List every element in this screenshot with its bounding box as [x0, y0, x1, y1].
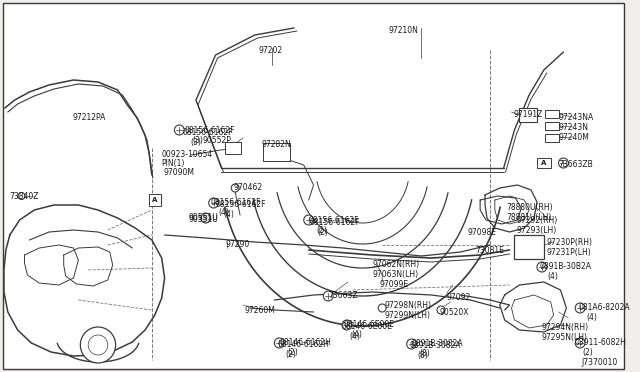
Text: 081A6-8202A: 081A6-8202A [578, 303, 630, 312]
Text: (3): (3) [192, 136, 203, 145]
Text: 97295N(LH): 97295N(LH) [542, 333, 588, 342]
Circle shape [231, 184, 239, 192]
Text: 90551U: 90551U [188, 213, 218, 222]
Circle shape [537, 262, 547, 272]
Text: (8): (8) [419, 349, 430, 358]
Bar [519, 108, 537, 122]
Text: 08156-6162F: 08156-6162F [216, 200, 266, 209]
Text: 08146-6E00E: 08146-6E00E [344, 320, 395, 329]
Text: 97282N: 97282N [262, 140, 291, 149]
Circle shape [304, 215, 314, 225]
Text: (4): (4) [586, 313, 597, 322]
Text: 97292(RH): 97292(RH) [516, 216, 557, 225]
Text: 97290: 97290 [225, 240, 250, 249]
Circle shape [175, 125, 184, 135]
Text: 78880U(RH): 78880U(RH) [507, 203, 553, 212]
Circle shape [209, 198, 218, 208]
Text: 73081E: 73081E [476, 246, 504, 255]
Text: 73663ZB: 73663ZB [559, 160, 593, 169]
Bar [545, 134, 559, 142]
Text: 97191Z: 97191Z [513, 110, 543, 119]
Bar [537, 158, 550, 168]
Text: 97202: 97202 [259, 46, 283, 55]
Bar [149, 194, 161, 206]
Text: 0891B-30B2A: 0891B-30B2A [540, 262, 592, 271]
Text: A: A [152, 197, 157, 203]
Text: 08146-6162H: 08146-6162H [277, 340, 329, 349]
Text: 970462: 970462 [233, 183, 262, 192]
Text: A: A [541, 160, 547, 166]
Text: 97098E: 97098E [467, 228, 497, 237]
Text: 97210N: 97210N [388, 26, 418, 35]
Circle shape [575, 338, 585, 348]
Text: (2): (2) [285, 350, 296, 359]
Text: 97231P(LH): 97231P(LH) [547, 248, 591, 257]
Text: (2): (2) [317, 226, 327, 235]
Bar [515, 235, 544, 259]
Text: (8): (8) [417, 351, 428, 360]
Text: (4): (4) [218, 208, 229, 217]
Text: 0891B-3082A: 0891B-3082A [412, 339, 463, 348]
Text: 97090M: 97090M [164, 168, 195, 177]
Text: 97092: 97092 [447, 293, 471, 302]
Text: 97298N(RH): 97298N(RH) [384, 301, 431, 310]
Text: 08156-6162F: 08156-6162F [211, 198, 261, 207]
Text: 97299N(LH): 97299N(LH) [384, 311, 430, 320]
Text: 03911-6082H: 03911-6082H [574, 338, 626, 347]
Text: 97243N: 97243N [559, 123, 589, 132]
Text: 97099E: 97099E [380, 280, 408, 289]
Circle shape [559, 158, 568, 168]
Circle shape [88, 335, 108, 355]
Text: 97294N(RH): 97294N(RH) [542, 323, 589, 332]
Circle shape [575, 303, 585, 313]
Text: J7370010: J7370010 [581, 358, 618, 367]
Circle shape [406, 339, 417, 349]
Text: (2): (2) [287, 348, 298, 357]
Circle shape [378, 304, 386, 312]
Text: 08146-6E00E: 08146-6E00E [342, 322, 393, 331]
Circle shape [201, 213, 211, 223]
Text: 97230P(RH): 97230P(RH) [547, 238, 593, 247]
Text: PIN(1): PIN(1) [162, 159, 185, 168]
Bar [262, 143, 290, 161]
Text: 73840Z: 73840Z [10, 192, 39, 201]
Text: 78881U(LH): 78881U(LH) [507, 213, 552, 222]
Text: 90520X: 90520X [440, 308, 470, 317]
Text: 97240M: 97240M [559, 133, 589, 142]
Text: 90552P: 90552P [203, 136, 232, 145]
Text: (3): (3) [190, 138, 201, 147]
Circle shape [275, 338, 284, 348]
Text: 97260M: 97260M [245, 306, 276, 315]
Text: (4): (4) [350, 332, 361, 341]
Circle shape [18, 192, 25, 199]
Bar [545, 110, 559, 118]
Text: (4): (4) [548, 272, 559, 281]
Text: 73663Z: 73663Z [328, 291, 358, 300]
Text: 0891B-3082A: 0891B-3082A [410, 341, 461, 350]
Text: 97243NA: 97243NA [559, 113, 594, 122]
Bar [545, 122, 559, 130]
Text: (2): (2) [317, 228, 328, 237]
Circle shape [437, 306, 445, 314]
Text: 08156-6162F: 08156-6162F [182, 128, 233, 137]
Text: 08156-6162F: 08156-6162F [184, 126, 235, 135]
Text: 08156-6162F: 08156-6162F [310, 218, 360, 227]
Text: 97293(LH): 97293(LH) [516, 226, 557, 235]
Text: (4): (4) [223, 210, 234, 219]
Text: 08146-6162H: 08146-6162H [279, 338, 331, 347]
Text: 08156-6162F: 08156-6162F [308, 216, 359, 225]
Text: 97212PA: 97212PA [72, 113, 106, 122]
Text: (4): (4) [352, 330, 363, 339]
Text: 97062N(RH): 97062N(RH) [372, 260, 419, 269]
Text: 90551U: 90551U [188, 215, 218, 224]
Text: 00923-10654: 00923-10654 [162, 150, 213, 159]
Circle shape [342, 320, 352, 330]
Circle shape [81, 327, 116, 363]
Bar [225, 142, 241, 154]
Circle shape [323, 291, 333, 301]
Text: (2): (2) [582, 348, 593, 357]
Text: 97063N(LH): 97063N(LH) [372, 270, 419, 279]
